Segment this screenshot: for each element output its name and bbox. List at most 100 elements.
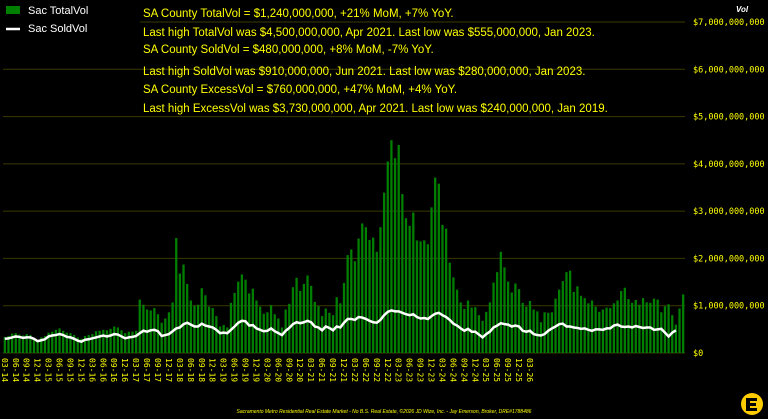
bar: [102, 329, 105, 353]
bar: [251, 288, 254, 353]
x-tick-label: 06-16: [98, 358, 107, 382]
x-tick-label: 03-14: [0, 358, 9, 382]
bar: [65, 332, 68, 353]
bar: [324, 308, 327, 353]
x-tick-label: 06-14: [11, 358, 20, 382]
x-tick-label: 06-18: [186, 358, 195, 382]
x-tick-label: 09-19: [241, 358, 250, 382]
bar: [160, 322, 163, 353]
bar: [218, 326, 222, 353]
bar: [656, 299, 659, 353]
x-tick-label: 03-16: [87, 358, 96, 382]
x-tick-label: 12-16: [120, 358, 129, 382]
bar: [444, 228, 448, 353]
bar: [576, 286, 579, 353]
bar: [229, 302, 233, 353]
bar: [10, 333, 14, 353]
bar: [382, 192, 386, 353]
bar: [455, 289, 459, 353]
y-tick-label: $1,000,000,000: [693, 302, 765, 312]
x-tick-label: 09-16: [109, 358, 118, 382]
bar: [372, 237, 375, 353]
bar: [412, 212, 415, 353]
bar: [120, 330, 123, 353]
bar: [69, 333, 72, 353]
x-tick-label: 06-24: [448, 358, 457, 382]
x-tick-label: 12-15: [76, 358, 85, 382]
x-tick-label: 06-22: [361, 358, 370, 382]
bar: [550, 312, 554, 353]
bar: [667, 304, 670, 353]
bar: [423, 240, 426, 353]
bar: [76, 337, 79, 353]
bar: [565, 272, 568, 353]
bar: [572, 292, 575, 353]
bar: [21, 335, 25, 353]
bar: [244, 279, 247, 353]
annotation-totalvol-current: SA County TotalVol = $1,240,000,000, +21…: [143, 8, 454, 20]
bar: [29, 335, 32, 353]
bar: [419, 241, 422, 353]
bar: [525, 306, 528, 353]
bar: [390, 140, 393, 353]
bar: [87, 335, 90, 353]
x-tick-label: 12-21: [339, 358, 348, 382]
bar: [434, 177, 437, 353]
bar: [536, 311, 539, 353]
x-tick-label: 09-14: [22, 358, 31, 382]
bar: [14, 333, 17, 353]
bar: [503, 267, 506, 353]
legend-swatch-totalvol: [6, 6, 20, 14]
bar: [641, 298, 645, 353]
x-tick-label: 06-17: [142, 358, 151, 382]
x-tick-label: 03-18: [175, 358, 184, 382]
bar: [248, 293, 251, 353]
bar: [547, 312, 550, 353]
bar: [605, 307, 608, 353]
bar: [361, 223, 364, 353]
bar: [583, 298, 586, 353]
bar: [401, 194, 404, 353]
bar: [488, 302, 492, 353]
bar: [47, 332, 50, 353]
bar: [178, 273, 182, 353]
bar: [142, 304, 145, 353]
annotation-excessvol-current: SA County ExcessVol = $760,000,000, +47%…: [143, 84, 457, 96]
bar: [91, 334, 94, 353]
x-tick-label: 03-17: [131, 358, 140, 382]
bar: [175, 238, 178, 353]
bar: [364, 227, 368, 353]
bar: [237, 281, 240, 353]
bar: [320, 316, 324, 353]
bar: [51, 331, 54, 353]
bar: [368, 239, 371, 353]
y-tick-label: $5,000,000,000: [693, 113, 765, 123]
bar: [204, 295, 207, 353]
legend-label-totalvol: Sac TotalVol: [28, 5, 88, 17]
x-tick-label: 12-25: [514, 358, 523, 382]
bar: [127, 331, 130, 353]
bar: [266, 312, 269, 353]
bar: [156, 314, 160, 353]
bar: [353, 261, 357, 353]
y-axis: $0 $1,000,000,000 $2,000,000,000 $3,000,000…: [693, 18, 765, 359]
bar: [528, 300, 532, 353]
bar: [404, 218, 408, 353]
bar: [196, 304, 200, 353]
x-tick-label: 09-18: [197, 358, 206, 382]
bar-series-totalvol: [3, 140, 685, 353]
y-tick-label: $0: [693, 349, 703, 359]
bar: [226, 327, 229, 353]
bar: [674, 324, 678, 353]
y-tick-label: $7,000,000,000: [693, 18, 765, 28]
bar: [58, 328, 61, 353]
annotation-excessvol-high-low: Last high ExcessVol was $3,730,000,000, …: [143, 103, 608, 115]
x-tick-label: 06-25: [492, 358, 501, 382]
bar: [193, 305, 196, 353]
x-tick-label: 09-15: [65, 358, 74, 382]
bar: [415, 240, 419, 353]
x-tick-label: 09-20: [284, 358, 293, 382]
bar: [124, 333, 127, 353]
bar: [222, 325, 225, 353]
